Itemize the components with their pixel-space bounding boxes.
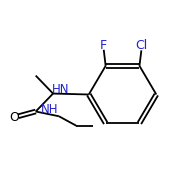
Text: Cl: Cl [135,39,147,52]
Text: HN: HN [52,83,69,96]
Text: F: F [100,39,107,52]
Text: NH: NH [41,103,58,116]
Text: O: O [9,111,19,124]
